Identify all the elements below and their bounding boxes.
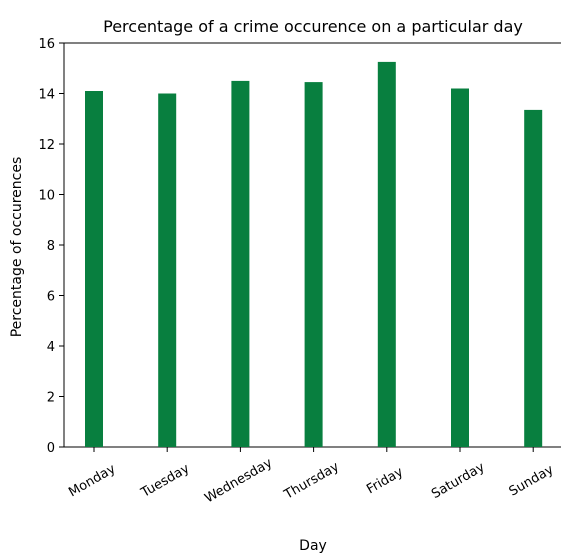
- y-tick-label: 8: [47, 239, 55, 254]
- y-tick-label: 14: [38, 88, 55, 103]
- y-tick-label: 16: [38, 37, 55, 52]
- y-tick-label: 12: [38, 138, 55, 153]
- chart-title: Percentage of a crime occurence on a par…: [103, 17, 523, 36]
- bar-wednesday: [231, 80, 250, 448]
- y-tick-label: 4: [47, 340, 55, 355]
- x-tick-label-monday: Monday: [66, 461, 118, 500]
- bar-sunday: [524, 109, 543, 448]
- bar-thursday: [304, 82, 323, 447]
- bar-saturday: [451, 88, 469, 447]
- x-tick-label-wednesday: Wednesday: [202, 456, 275, 507]
- y-tick-label: 0: [47, 441, 55, 456]
- bar-monday: [85, 91, 103, 447]
- x-tick-label-thursday: Thursday: [281, 459, 342, 503]
- x-tick-label-saturday: Saturday: [429, 460, 487, 502]
- x-tick-label-sunday: Sunday: [507, 462, 557, 499]
- y-tick-label: 6: [47, 290, 55, 305]
- plot-area: 0 2 4 6 8 10 12 14 16 Monday Tuesday Wednesday Thur…: [38, 37, 561, 506]
- x-tick-label-friday: Friday: [364, 464, 406, 497]
- x-ticks-group: Monday Tuesday Wednesday Thursday Friday Satu…: [66, 447, 557, 507]
- y-axis-label: Percentage of occurences: [9, 157, 25, 338]
- y-tick-label: 2: [47, 391, 55, 406]
- y-tick-label: 10: [38, 189, 55, 204]
- bar-friday: [377, 61, 396, 448]
- bars-group: [85, 61, 543, 448]
- bar-tuesday: [158, 93, 177, 447]
- x-axis-label: Day: [299, 538, 327, 554]
- y-ticks-group: 0 2 4 6 8 10 12 14 16: [38, 37, 64, 456]
- x-tick-label-tuesday: Tuesday: [138, 461, 192, 501]
